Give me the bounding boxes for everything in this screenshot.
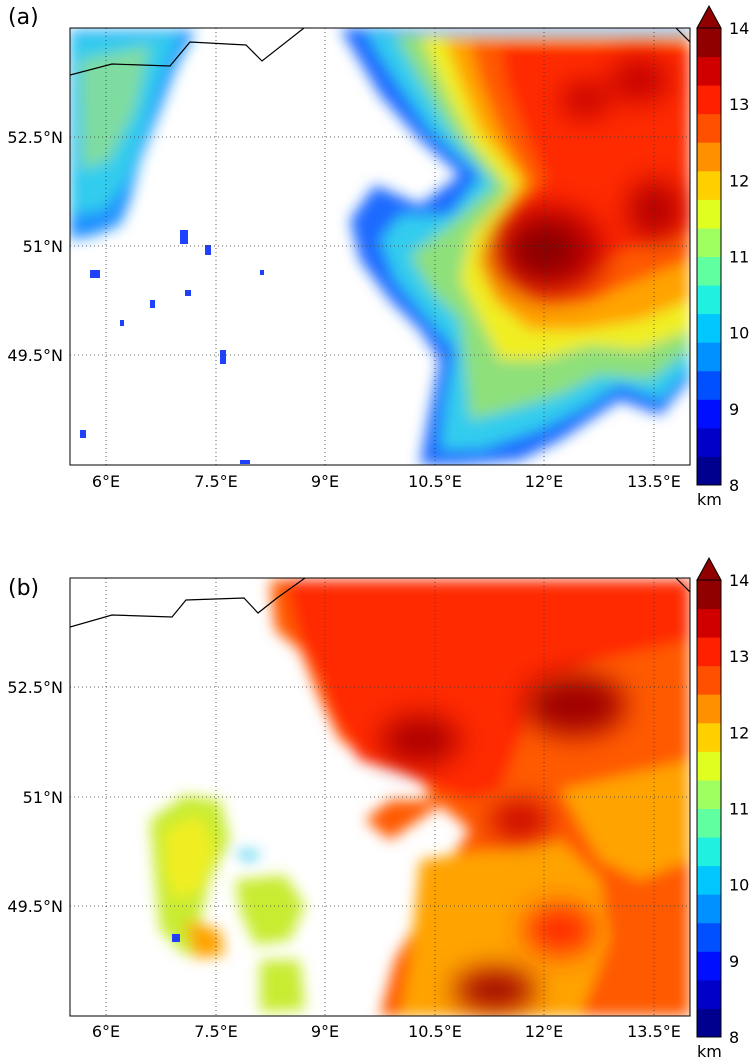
colorbar-tick-label: 14	[729, 571, 749, 590]
colorbar-segment	[697, 979, 721, 1009]
colorbar-segment	[697, 837, 721, 867]
panel-b-colorbar: 8 9 10 11 12 13 14 km	[696, 556, 749, 1061]
colorbar-tick-label: 12	[729, 723, 749, 742]
colorbar-tick-label: 9	[729, 400, 739, 419]
panel-a-x-tick: 13.5°E	[627, 472, 681, 491]
panel-b-x-tick: 12°E	[525, 1022, 563, 1041]
colorbar-segment	[697, 894, 721, 924]
panel-b-x-tick: 7.5°E	[194, 1022, 238, 1041]
panel-a-y-tick: 51°N	[23, 237, 63, 256]
colorbar-unit: km	[697, 490, 722, 509]
panel-a-x-ticks: 6°E 7.5°E 9°E 10.5°E 12°E 13.5°E	[92, 472, 681, 491]
colorbar-tick-label: 8	[729, 476, 739, 495]
colorbar-tick-label: 11	[729, 248, 749, 267]
colorbar-segment	[697, 227, 721, 257]
panel-b-frame	[69, 577, 691, 1017]
colorbar-segment	[697, 456, 721, 486]
colorbar-tick-label: 8	[729, 1028, 739, 1047]
panel-b-x-tick: 10.5°E	[408, 1022, 462, 1041]
panel-a-x-tick: 12°E	[525, 472, 563, 491]
colorbar-tick-label: 10	[729, 324, 749, 343]
colorbar-frame	[696, 27, 722, 486]
colorbar-segment	[697, 313, 721, 343]
panel-b-y-tick: 49.5°N	[7, 897, 63, 916]
panel-a-x-tick: 10.5°E	[408, 472, 462, 491]
panel-a-grid	[70, 28, 690, 465]
panel-a-y-tick: 49.5°N	[7, 346, 63, 365]
panel-b-grid	[70, 578, 690, 1016]
colorbar-segment	[697, 370, 721, 400]
colorbar-tick-label: 12	[729, 171, 749, 190]
colorbar-segment	[697, 170, 721, 200]
panel-b-label: (b)	[8, 576, 39, 601]
panel-b-x-ticks: 6°E 7.5°E 9°E 10.5°E 12°E 13.5°E	[92, 1022, 681, 1041]
panel-b-x-tick: 13.5°E	[627, 1022, 681, 1041]
colorbar-segment	[697, 85, 721, 115]
panel-a-frame	[69, 27, 691, 466]
colorbar-tick-label: 14	[729, 19, 749, 38]
colorbar-segment	[697, 722, 721, 752]
panel-b-x-tick: 9°E	[311, 1022, 339, 1041]
panel-a-label: (a)	[8, 5, 39, 30]
panel-a-y-ticks: 52.5°N 51°N 49.5°N	[7, 128, 63, 365]
colorbar-unit: km	[697, 1042, 722, 1061]
colorbar-segment	[697, 427, 721, 457]
colorbar-segment	[697, 199, 721, 229]
panel-a-x-tick: 6°E	[92, 472, 120, 491]
colorbar-segment	[697, 665, 721, 695]
colorbar-segment	[697, 779, 721, 809]
panel-b-y-tick: 51°N	[23, 788, 63, 807]
colorbar-segment	[697, 751, 721, 781]
colorbar-tick-label: 10	[729, 876, 749, 895]
colorbar-segment	[697, 342, 721, 372]
colorbar-tick-label: 11	[729, 800, 749, 819]
panel-a-x-tick: 7.5°E	[194, 472, 238, 491]
colorbar-segment	[697, 142, 721, 172]
panel-b-y-tick: 52.5°N	[7, 678, 63, 697]
panel-a-colorbar: 8 9 10 11 12 13 14 km	[696, 4, 749, 509]
colorbar-extend-arrow	[696, 556, 722, 581]
colorbar-extend-arrow	[696, 4, 722, 29]
panel-a-field	[70, 28, 690, 465]
panel-b-x-tick: 6°E	[92, 1022, 120, 1041]
colorbar-segment	[697, 694, 721, 724]
panel-b-y-ticks: 52.5°N 51°N 49.5°N	[7, 678, 63, 916]
panel-b: (b)	[7, 556, 749, 1061]
colorbar-tick-label: 13	[729, 95, 749, 114]
panel-a-y-tick: 52.5°N	[7, 128, 63, 147]
colorbar-frame	[696, 579, 722, 1038]
colorbar-segment	[697, 608, 721, 638]
colorbar-segment	[697, 951, 721, 981]
colorbar-segment	[697, 399, 721, 429]
colorbar-segment	[697, 113, 721, 143]
colorbar-segment	[697, 637, 721, 667]
colorbar-segment	[697, 922, 721, 952]
colorbar-segment	[697, 285, 721, 315]
colorbar-tick-label: 9	[729, 952, 739, 971]
colorbar-segment	[697, 56, 721, 86]
colorbar-tick-label: 13	[729, 647, 749, 666]
panel-a-x-tick: 9°E	[311, 472, 339, 491]
colorbar-segment	[697, 808, 721, 838]
colorbar-segment	[697, 256, 721, 286]
colorbar-segment	[697, 865, 721, 895]
colorbar-segment	[697, 1008, 721, 1038]
panel-a: (a)	[7, 4, 749, 509]
colorbar-segment	[697, 28, 721, 58]
colorbar-segment	[697, 580, 721, 610]
